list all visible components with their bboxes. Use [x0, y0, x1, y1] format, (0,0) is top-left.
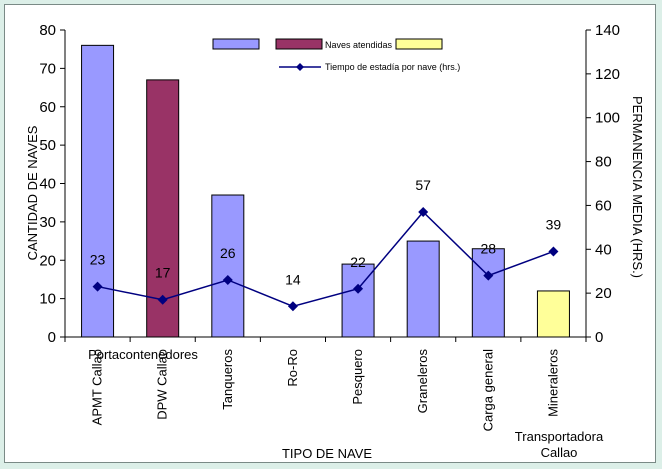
line-data-label-0: 23	[90, 252, 106, 268]
line-point-1	[157, 294, 168, 305]
y-axis-left-title: CANTIDAD DE NAVES	[25, 125, 40, 260]
axes-group: 0 10 20 30 40 50 60 70 80 0 20 40 60 80 100 120 140	[39, 22, 620, 346]
labels-group: APMT Callao DPW Callao Tanqueros Ro-Ro Pesqu…	[90, 177, 562, 431]
line-point-0	[92, 281, 103, 292]
legend-bar-swatch-yellow	[395, 38, 443, 50]
y-left-tick-label-3: 30	[39, 214, 56, 231]
chart-frame: 0 10 20 30 40 50 60 70 80 0 20 40 60 80 100 120 140 APMT…	[4, 4, 656, 463]
group-label-transportadora-line2: Callao	[541, 445, 578, 460]
line-data-label-5: 57	[415, 177, 431, 193]
y-right-tick-label-7: 140	[595, 22, 620, 39]
y-right-tick-label-5: 100	[595, 110, 620, 127]
line-series-group	[92, 207, 559, 312]
line-point-4	[353, 283, 364, 294]
bar-0	[81, 44, 115, 338]
x-category-label-4: Pesquero	[350, 349, 365, 405]
y-left-tick-label-5: 50	[39, 137, 56, 154]
chart-svg: 0 10 20 30 40 50 60 70 80 0 20 40 60 80 100 120 140 APMT…	[25, 22, 645, 461]
x-category-label-1: DPW Callao	[155, 349, 170, 420]
y-left-tick-label-7: 70	[39, 60, 56, 77]
line-data-label-6: 28	[481, 241, 497, 257]
y-left-tick-label-2: 20	[39, 252, 56, 269]
legend: Naves atendidas Tiempo de estadía por na…	[212, 38, 460, 72]
y-right-tick-label-2: 40	[595, 241, 612, 258]
line-point-5	[418, 207, 429, 218]
line-series-path	[97, 210, 554, 308]
y-right-tick-label-1: 20	[595, 285, 612, 302]
y-left-tick-label-0: 0	[48, 329, 56, 346]
line-data-label-7: 39	[546, 216, 562, 232]
bar-1	[146, 79, 180, 338]
y-right-tick-label-6: 120	[595, 66, 620, 83]
line-point-7	[548, 246, 559, 257]
line-point-3	[287, 301, 298, 312]
bar-6	[471, 248, 505, 338]
y-left-tick-label-1: 10	[39, 291, 56, 308]
legend-line-marker	[296, 63, 304, 71]
legend-bar-swatch-blue	[212, 38, 260, 50]
y-left-tick-label-6: 60	[39, 99, 56, 116]
x-category-label-3: Ro-Ro	[285, 349, 300, 387]
group-label-transportadora-line1: Transportadora	[515, 429, 604, 444]
x-category-label-6: Carga general	[480, 349, 495, 431]
bars-group	[81, 44, 570, 338]
y-right-tick-label-4: 80	[595, 154, 612, 171]
x-category-label-5: Graneleros	[415, 349, 430, 414]
y-right-tick-label-3: 60	[595, 197, 612, 214]
line-data-label-3: 14	[285, 271, 301, 287]
bar-7	[536, 290, 570, 338]
line-data-label-2: 26	[220, 245, 236, 261]
x-category-label-0: APMT Callao	[90, 349, 105, 425]
y-axis-right-title: PERMANENCIA MEDIA (HRS.)	[630, 96, 645, 278]
y-left-tick-label-4: 40	[39, 176, 56, 193]
line-point-6	[483, 270, 494, 281]
x-category-label-7: Mineraleros	[545, 349, 560, 417]
legend-bar-swatch-purple	[275, 38, 323, 50]
x-category-label-2: Tanqueros	[220, 349, 235, 410]
bar-5	[406, 240, 440, 338]
bar-2	[211, 194, 245, 338]
line-point-2	[222, 274, 233, 285]
legend-line-label: Tiempo de estadía por nave (hrs.)	[325, 62, 460, 72]
legend-bar-label: Naves atendidas	[325, 40, 393, 50]
x-axis-title: TIPO DE NAVE	[282, 446, 372, 461]
y-left-tick-label-8: 80	[39, 22, 56, 39]
line-data-label-1: 17	[155, 265, 171, 281]
group-label-portacontenedores: Portacontenedores	[88, 347, 198, 362]
y-right-tick-label-0: 0	[595, 329, 603, 346]
line-data-label-4: 22	[350, 254, 366, 270]
